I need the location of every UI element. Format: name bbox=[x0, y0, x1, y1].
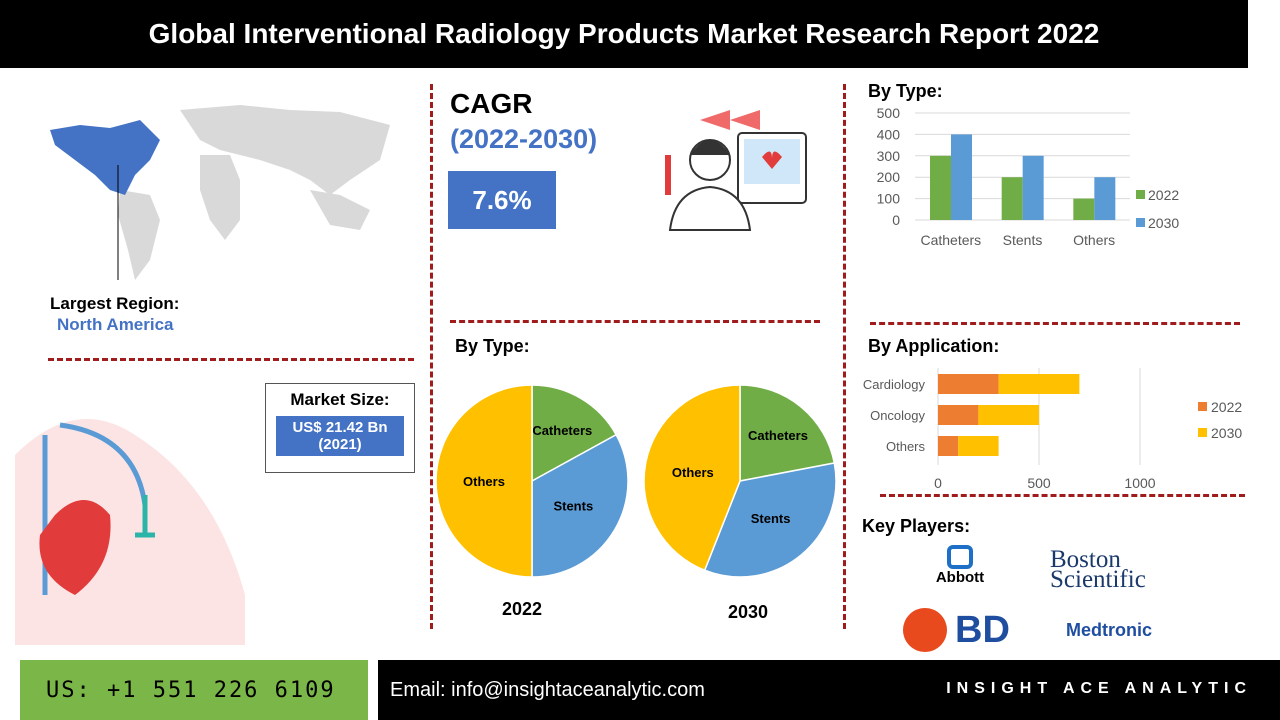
cagr-label: CAGR bbox=[450, 88, 533, 119]
x-tick-label: 0 bbox=[934, 475, 942, 491]
bar-cardiology-2030 bbox=[998, 374, 1080, 394]
largest-region-label: Largest Region: bbox=[50, 294, 180, 313]
pie-label: Catheters bbox=[748, 428, 808, 443]
footer-bar: Email: info@insightaceanalytic.com INSIG… bbox=[378, 660, 1280, 720]
bar-others-2030 bbox=[1094, 177, 1116, 220]
legend-label: 2022 bbox=[1148, 187, 1179, 203]
market-size-value: US$ 21.42 Bn bbox=[292, 419, 388, 436]
boston-scientific-logo: Boston Scientific bbox=[1050, 546, 1146, 593]
market-size-year: (2021) bbox=[318, 436, 362, 453]
pie-section-title: By Type: bbox=[455, 336, 530, 356]
y-tick-label: 200 bbox=[877, 169, 901, 185]
y-tick-label: 500 bbox=[877, 105, 901, 121]
bar-stents-2022 bbox=[1001, 177, 1023, 220]
pie-2030-label: 2030 bbox=[728, 602, 769, 622]
bd-logo: BD bbox=[903, 608, 1010, 652]
largest-region-value: North America bbox=[57, 315, 174, 334]
bar-catheters-2030 bbox=[951, 134, 972, 220]
cagr-value: 7.6% bbox=[448, 171, 556, 229]
pie-label: Others bbox=[672, 465, 714, 480]
legend-label: 2030 bbox=[1148, 215, 1179, 231]
bar-cardiology-2022 bbox=[938, 374, 999, 394]
key-players-title: Key Players: bbox=[862, 516, 971, 536]
x-tick-label: Others bbox=[1073, 232, 1115, 248]
pie-slice-catheters-2022 bbox=[531, 384, 618, 483]
bar-oncology-2030 bbox=[978, 405, 1039, 425]
pie-label: Stents bbox=[751, 511, 791, 526]
bar-others-2022 bbox=[1073, 198, 1095, 220]
x-tick-label: 500 bbox=[1027, 475, 1051, 491]
x-tick-label: 1000 bbox=[1124, 475, 1155, 491]
pie-slice-stents-2030 bbox=[703, 462, 837, 578]
pie-slice-catheters-2030 bbox=[739, 384, 836, 482]
legend-swatch-2022 bbox=[1198, 402, 1207, 411]
phone-number: US: +1 551 226 6109 bbox=[20, 660, 368, 720]
email[interactable]: Email: info@insightaceanalytic.com bbox=[390, 678, 705, 701]
y-tick-label: Cardiology bbox=[863, 377, 926, 392]
application-chart-title: By Application: bbox=[868, 336, 1000, 356]
type-chart-title: By Type: bbox=[868, 81, 943, 101]
legend-swatch-2022 bbox=[1136, 190, 1145, 199]
pie-label: Catheters bbox=[532, 423, 592, 438]
cagr-period: (2022-2030) bbox=[450, 124, 598, 154]
y-tick-label: 0 bbox=[892, 212, 900, 228]
brand-logo: INSIGHT ACE ANALYTIC bbox=[946, 680, 1252, 697]
heart-catheter-illustration bbox=[15, 419, 245, 645]
pie-label: Others bbox=[463, 474, 505, 489]
market-size-box: Market Size: US$ 21.42 Bn (2021) bbox=[265, 383, 415, 473]
y-tick-label: 300 bbox=[877, 148, 901, 164]
pie-2022-label: 2022 bbox=[502, 599, 543, 619]
bar-others-2022 bbox=[938, 436, 959, 456]
bar-stents-2030 bbox=[1022, 155, 1044, 220]
bar-others-2030 bbox=[958, 436, 999, 456]
legend-swatch-2030 bbox=[1136, 218, 1145, 227]
page-title: Global Interventional Radiology Products… bbox=[0, 0, 1248, 68]
world-map bbox=[50, 105, 390, 280]
abbott-logo: Abbott bbox=[928, 545, 992, 586]
medtronic-logo: Medtronic bbox=[1066, 620, 1153, 640]
application-bar-chart: 0 500 1000 Cardiology Oncology Others 2022 2030 bbox=[863, 368, 1242, 491]
pie-slice-stents-2022 bbox=[531, 433, 629, 578]
y-tick-label: Others bbox=[886, 439, 926, 454]
y-tick-label: 100 bbox=[877, 191, 901, 207]
bar-catheters-2022 bbox=[930, 155, 951, 220]
x-tick-label: Catheters bbox=[920, 232, 981, 248]
market-size-label: Market Size: bbox=[290, 390, 390, 409]
pie-charts: Catheters Stents Others Catheters Stents Othe… bbox=[435, 384, 837, 578]
x-tick-label: Stents bbox=[1003, 232, 1043, 248]
bd-sun-icon bbox=[903, 608, 947, 652]
legend-label: 2022 bbox=[1211, 399, 1242, 415]
legend-swatch-2030 bbox=[1198, 428, 1207, 437]
y-tick-label: Oncology bbox=[870, 408, 925, 423]
bar-oncology-2022 bbox=[938, 405, 979, 425]
type-bar-chart: 0 100 200 300 400 500 Catheters Stents Others 202… bbox=[877, 105, 1180, 248]
doctor-illustration bbox=[665, 110, 807, 231]
pie-label: Stents bbox=[553, 498, 593, 513]
pie-slice-others-2030 bbox=[643, 384, 741, 572]
legend-label: 2030 bbox=[1211, 425, 1242, 441]
y-tick-label: 400 bbox=[877, 126, 901, 142]
pie-slice-others-2022 bbox=[435, 384, 533, 578]
